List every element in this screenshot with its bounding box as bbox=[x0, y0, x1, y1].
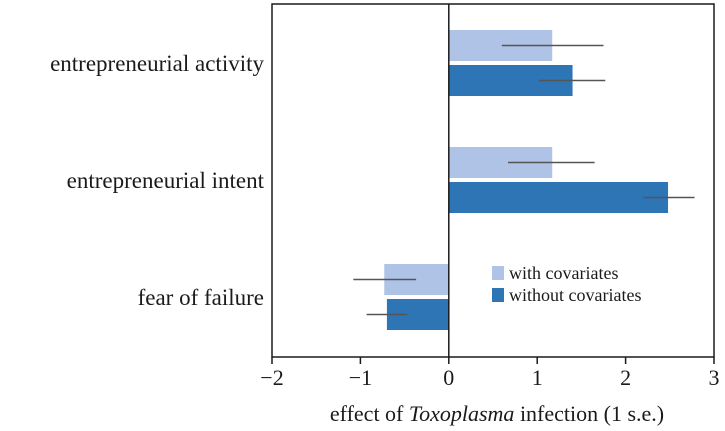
category-label: fear of failure bbox=[138, 285, 264, 310]
x-tick-label: −1 bbox=[349, 365, 372, 390]
x-tick-label: 1 bbox=[532, 365, 543, 390]
x-axis-title-prefix: effect of bbox=[330, 401, 409, 426]
x-tick-label: 0 bbox=[443, 365, 454, 390]
x-tick-label: −2 bbox=[260, 365, 283, 390]
category-label: entrepreneurial intent bbox=[67, 168, 265, 193]
category-labels: entrepreneurial activity entrepreneurial … bbox=[50, 51, 265, 310]
x-axis-title-suffix: infection (1 s.e.) bbox=[514, 401, 664, 426]
legend-swatch bbox=[492, 266, 504, 280]
legend-swatch bbox=[492, 288, 504, 302]
x-tick-label: 2 bbox=[620, 365, 631, 390]
category-label: entrepreneurial activity bbox=[50, 51, 264, 76]
error-bars bbox=[353, 44, 695, 316]
legend-label: with covariates bbox=[509, 263, 618, 283]
x-axis-title: effect of Toxoplasma infection (1 s.e.) bbox=[330, 401, 664, 426]
x-tick-label: 3 bbox=[709, 365, 720, 390]
x-axis-title-italic: Toxoplasma bbox=[409, 401, 515, 426]
bar bbox=[448, 182, 669, 213]
x-ticks: −2 −1 0 1 2 3 bbox=[260, 357, 720, 390]
plot-frame bbox=[271, 3, 715, 358]
legend-label: without covariates bbox=[509, 285, 641, 305]
